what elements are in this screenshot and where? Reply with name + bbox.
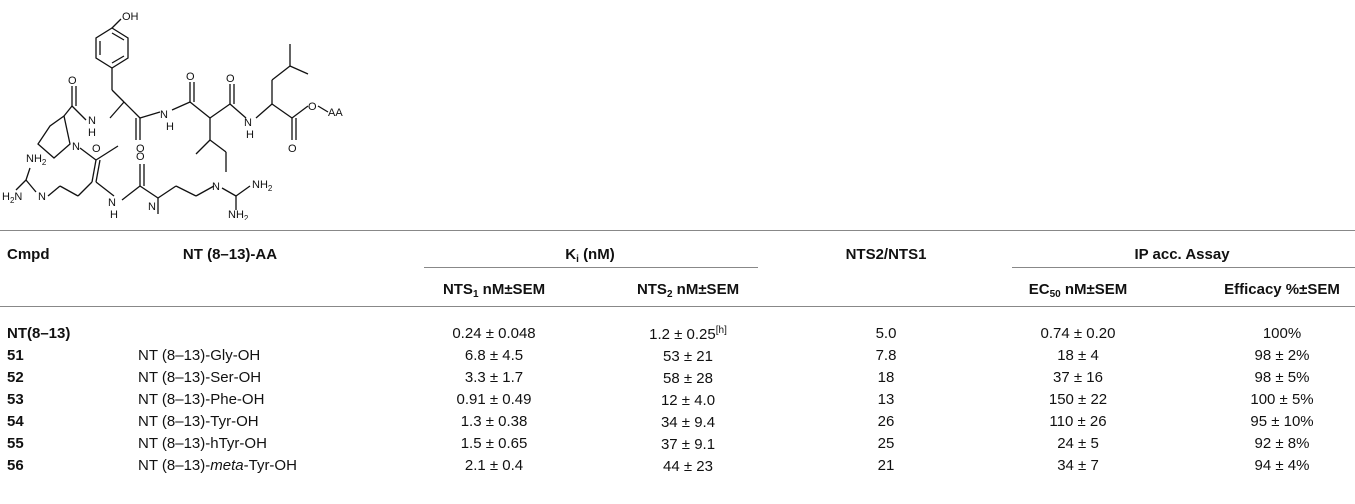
table-row: 53 NT (8–13)-Phe-OH 0.91 ± 0.49 12 ± 4.0… — [0, 391, 1355, 413]
cell-name: NT (8–13)-Phe-OH — [138, 391, 265, 408]
cell-ratio: 7.8 — [875, 347, 897, 364]
svg-text:H: H — [166, 121, 174, 133]
svg-text:H2N: H2N — [2, 191, 22, 205]
cell-name: NT (8–13)-Gly-OH — [138, 347, 261, 364]
header-nt-aa: NT (8–13)-AA — [182, 246, 278, 263]
cell-cmpd: 54 — [7, 413, 24, 430]
cell-nts1: 2.1 ± 0.4 — [464, 457, 524, 474]
cell-efficacy: 100 ± 5% — [1250, 391, 1314, 408]
cell-cmpd: NT(8–13) — [7, 325, 71, 342]
cell-name: NT (8–13)-meta-Tyr-OH — [138, 457, 297, 474]
svg-text:O: O — [186, 71, 195, 83]
svg-text:H: H — [246, 129, 254, 141]
table-row: 54 NT (8–13)-Tyr-OH 1.3 ± 0.38 34 ± 9.4 … — [0, 413, 1355, 435]
header-nts1: NTS1 nM±SEM — [442, 281, 546, 300]
cell-ec50: 18 ± 4 — [1057, 347, 1099, 364]
cell-nts1: 0.24 ± 0.048 — [452, 325, 536, 342]
cell-nts2: 37 ± 9.1 — [660, 436, 716, 453]
cell-ratio: 21 — [877, 457, 895, 474]
header-bottom-rule — [0, 306, 1355, 307]
cell-ec50: 0.74 ± 0.20 — [1040, 325, 1116, 342]
header-nts2: NTS2 nM±SEM — [636, 281, 740, 300]
cell-ratio: 25 — [877, 435, 895, 452]
table-row: 56 NT (8–13)-meta-Tyr-OH 2.1 ± 0.4 44 ± … — [0, 457, 1355, 479]
svg-text:N: N — [148, 201, 156, 213]
cell-cmpd: 53 — [7, 391, 24, 408]
aa-label: AA — [328, 107, 343, 119]
cell-nts1: 3.3 ± 1.7 — [464, 369, 524, 386]
cell-nts1: 0.91 ± 0.49 — [456, 391, 532, 408]
svg-text:H: H — [110, 209, 118, 220]
svg-text:O: O — [288, 143, 297, 155]
table-row: 51 NT (8–13)-Gly-OH 6.8 ± 4.5 53 ± 21 7.… — [0, 347, 1355, 369]
svg-text:N: N — [108, 197, 116, 209]
cell-efficacy: 92 ± 8% — [1254, 435, 1310, 452]
svg-text:N: N — [160, 109, 168, 121]
table-row: 52 NT (8–13)-Ser-OH 3.3 ± 1.7 58 ± 28 18… — [0, 369, 1355, 391]
cell-nts2: 44 ± 23 — [663, 458, 713, 475]
cell-ec50: 37 ± 16 — [1053, 369, 1103, 386]
cell-cmpd: 56 — [7, 457, 24, 474]
cell-name: NT (8–13)-Tyr-OH — [138, 413, 259, 430]
cell-cmpd: 51 — [7, 347, 24, 364]
table-top-rule — [0, 230, 1355, 231]
cell-name: NT (8–13)-hTyr-OH — [138, 435, 267, 452]
ki-subrule — [424, 267, 758, 268]
cell-nts2: 12 ± 4.0 — [660, 392, 716, 409]
cell-nts2: 34 ± 9.4 — [660, 414, 716, 431]
svg-text:NH2: NH2 — [26, 153, 47, 167]
svg-text:O: O — [68, 75, 77, 87]
ip-subrule — [1012, 267, 1355, 268]
cell-cmpd: 52 — [7, 369, 24, 386]
header-ki: Ki (nM) — [565, 246, 615, 265]
header-ratio: NTS2/NTS1 — [845, 246, 927, 263]
svg-text:NH2: NH2 — [228, 209, 249, 220]
cell-ec50: 150 ± 22 — [1048, 391, 1108, 408]
cell-efficacy: 98 ± 5% — [1254, 369, 1310, 386]
header-efficacy: Efficacy %±SEM — [1224, 281, 1340, 298]
cell-ratio: 26 — [877, 413, 895, 430]
svg-text:O: O — [136, 151, 145, 163]
svg-text:N: N — [88, 115, 96, 127]
cell-ec50: 110 ± 26 — [1049, 413, 1107, 430]
cell-efficacy: 94 ± 4% — [1254, 457, 1310, 474]
header-ec50: EC50 nM±SEM — [1028, 281, 1128, 300]
cell-efficacy: 98 ± 2% — [1254, 347, 1310, 364]
header-cmpd: Cmpd — [7, 246, 50, 263]
table-row: 55 NT (8–13)-hTyr-OH 1.5 ± 0.65 37 ± 9.1… — [0, 435, 1355, 457]
peptide-structure-drawing: OH N H O N H O N O N NH2 H2N N H O N N N… — [2, 11, 343, 220]
cell-cmpd: 55 — [7, 435, 24, 452]
hydroxyl-label: OH — [122, 11, 139, 23]
cell-ratio: 13 — [877, 391, 895, 408]
cell-nts2: 58 ± 28 — [663, 370, 713, 387]
table-row: NT(8–13) 0.24 ± 0.048 1.2 ± 0.25[h] 5.0 … — [0, 325, 1355, 347]
svg-text:N: N — [244, 117, 252, 129]
cell-nts1: 1.3 ± 0.38 — [460, 413, 528, 430]
cell-efficacy: 100% — [1262, 325, 1302, 342]
svg-text:N: N — [212, 181, 220, 193]
cell-name: NT (8–13)-Ser-OH — [138, 369, 262, 386]
cell-nts2: 53 ± 21 — [663, 348, 713, 365]
cell-ec50: 34 ± 7 — [1057, 457, 1099, 474]
svg-text:O: O — [92, 143, 101, 155]
cell-nts2: 1.2 ± 0.25[h] — [649, 325, 727, 343]
svg-text:N: N — [38, 191, 46, 203]
svg-text:H: H — [88, 127, 96, 139]
svg-text:O: O — [136, 143, 145, 155]
svg-text:O: O — [226, 73, 235, 85]
cell-nts1: 6.8 ± 4.5 — [464, 347, 524, 364]
cell-nts1: 1.5 ± 0.65 — [460, 435, 528, 452]
svg-text:N: N — [72, 141, 80, 153]
svg-text:NH2: NH2 — [252, 179, 273, 193]
svg-text:O: O — [308, 101, 317, 113]
header-ip-assay: IP acc. Assay — [1134, 246, 1230, 263]
cell-ratio: 18 — [877, 369, 895, 386]
cell-efficacy: 95 ± 10% — [1250, 413, 1314, 430]
cell-ec50: 24 ± 5 — [1057, 435, 1099, 452]
cell-ratio: 5.0 — [875, 325, 897, 342]
